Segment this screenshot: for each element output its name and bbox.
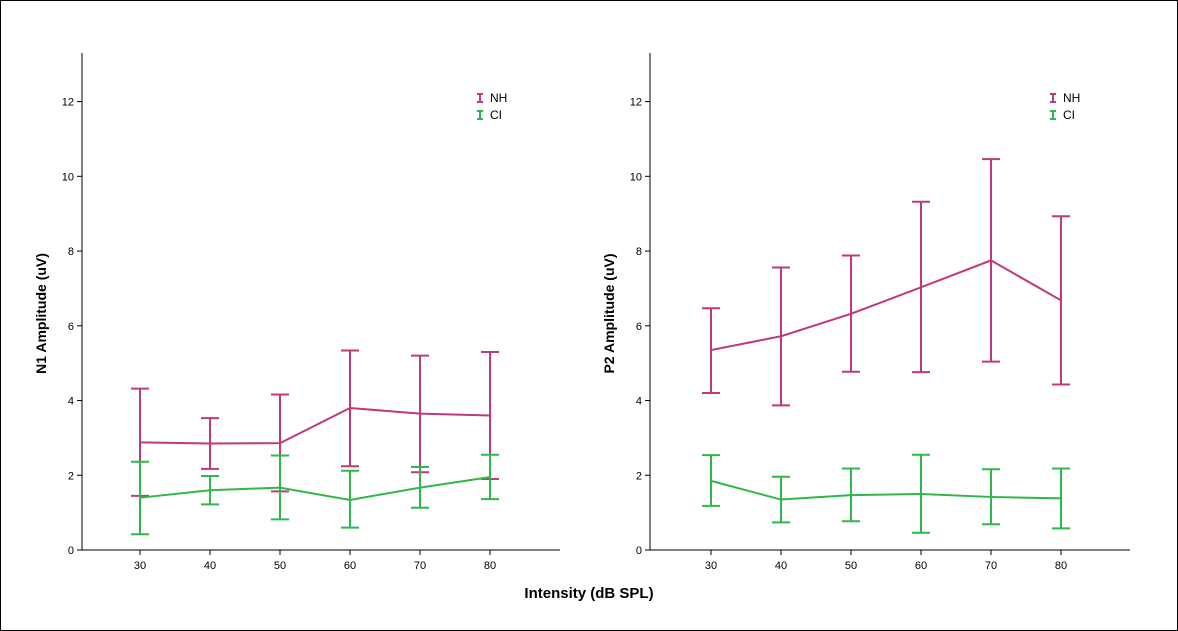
legend: NH CI <box>1050 91 1080 122</box>
legend-label-nh: NH <box>490 91 507 105</box>
y-axis-label: N1 Amplitude (uV) <box>33 253 49 374</box>
x-axis-label: Intensity (dB SPL) <box>524 585 653 602</box>
series-line-ci <box>139 476 491 501</box>
series-ci <box>131 453 499 536</box>
x-tick-label: 30 <box>134 560 146 572</box>
x-tick-label: 60 <box>344 560 356 572</box>
series-line-nh <box>139 406 491 445</box>
y-tick-label: 2 <box>636 470 642 482</box>
y-tick-label: 12 <box>630 97 642 109</box>
y-tick-label: 8 <box>636 246 642 258</box>
x-tick-label: 50 <box>274 560 286 572</box>
legend-label-ci: CI <box>1063 108 1075 122</box>
x-tick-label: 40 <box>204 560 216 572</box>
y-tick-label: 6 <box>636 321 642 333</box>
series-line-ci <box>710 479 1062 501</box>
y-axis-label: P2 Amplitude (uV) <box>601 253 617 373</box>
series-nh <box>702 158 1070 407</box>
x-tick-label: 30 <box>705 560 717 572</box>
x-tick-label: 50 <box>845 560 857 572</box>
y-tick-label: 2 <box>68 470 74 482</box>
x-tick-label: 60 <box>915 560 927 572</box>
y-tick-label: 10 <box>630 171 642 183</box>
x-tick-label: 70 <box>414 560 426 572</box>
chart-panel-2: 0 2 4 6 8 10 12 30 40 50 60 70 80 P2 Amplitude (uV) NH… <box>601 53 1130 572</box>
legend: NH CI <box>477 91 507 122</box>
series-nh <box>131 349 499 497</box>
series-line-nh <box>710 259 1062 352</box>
legend-label-nh: NH <box>1063 91 1080 105</box>
y-tick-label: 0 <box>636 545 642 557</box>
y-tick-label: 4 <box>636 396 642 408</box>
y-tick-label: 12 <box>62 97 74 109</box>
y-tick-label: 8 <box>68 246 74 258</box>
y-tick-label: 10 <box>62 171 74 183</box>
x-tick-label: 80 <box>1055 560 1067 572</box>
y-tick-label: 6 <box>68 321 74 333</box>
x-tick-label: 80 <box>484 560 496 572</box>
chart-panel-1: 0 2 4 6 8 10 12 30 40 50 60 70 80 N1 Amplitude (uV) NH… <box>33 53 560 572</box>
x-tick-label: 70 <box>985 560 997 572</box>
y-tick-label: 4 <box>68 396 74 408</box>
series-ci <box>702 453 1070 534</box>
legend-label-ci: CI <box>490 108 502 122</box>
x-tick-label: 40 <box>775 560 787 572</box>
y-tick-label: 0 <box>68 545 74 557</box>
